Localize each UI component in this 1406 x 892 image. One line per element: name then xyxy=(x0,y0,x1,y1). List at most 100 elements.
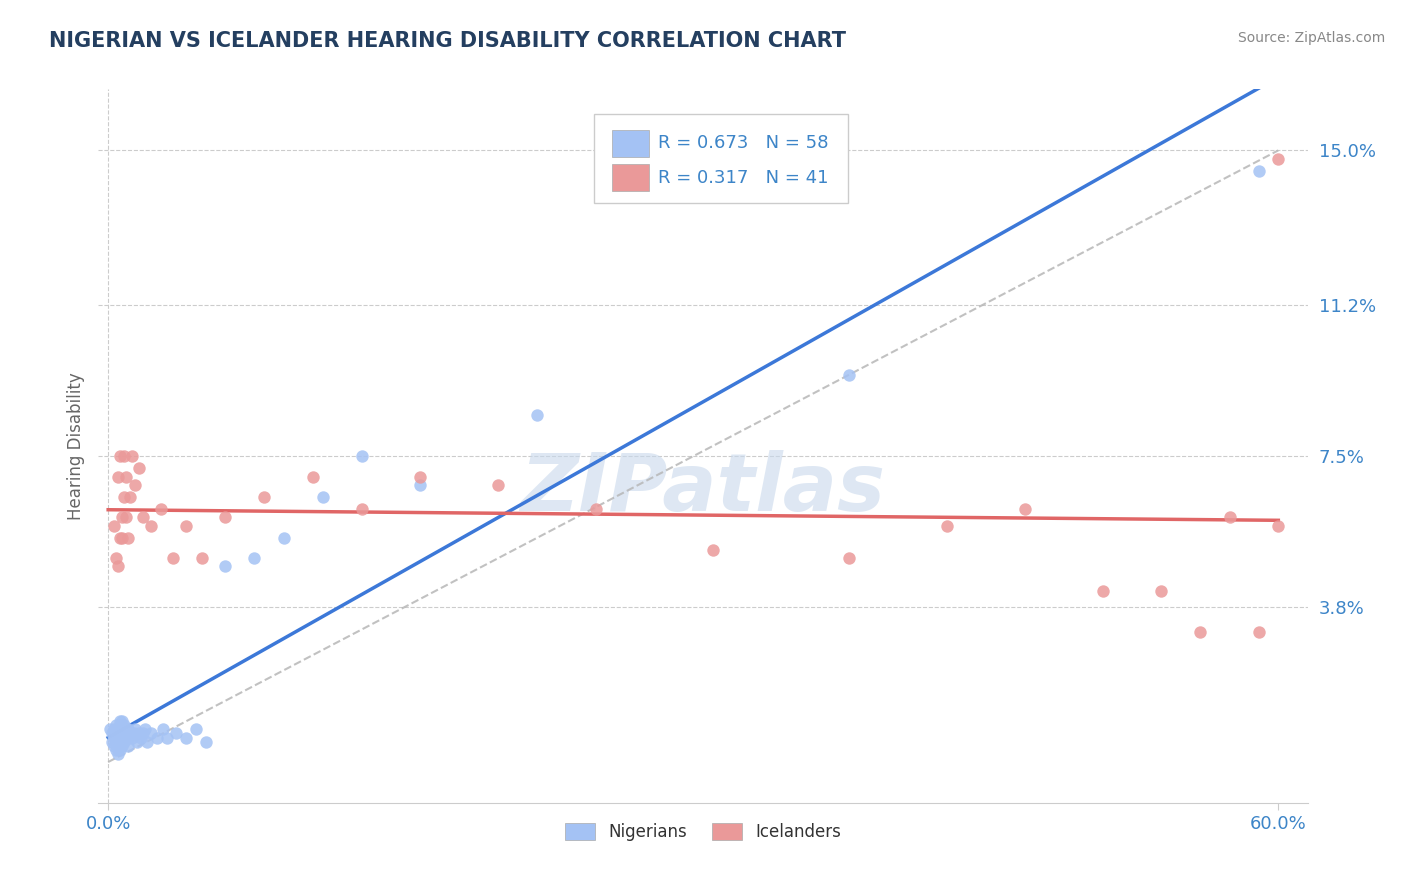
Text: R = 0.673   N = 58: R = 0.673 N = 58 xyxy=(658,135,828,153)
Point xyxy=(486,477,509,491)
Text: Source: ZipAtlas.com: Source: ZipAtlas.com xyxy=(1237,31,1385,45)
Point xyxy=(108,743,131,757)
Point xyxy=(1247,163,1270,178)
Point xyxy=(1189,624,1212,639)
Point xyxy=(128,461,150,475)
Point xyxy=(312,490,335,504)
Point xyxy=(350,502,373,516)
Point xyxy=(111,531,134,545)
Point xyxy=(526,409,548,423)
Point xyxy=(111,510,134,524)
Point xyxy=(111,723,134,737)
Point xyxy=(132,510,155,524)
Point xyxy=(108,531,131,545)
Point xyxy=(146,731,169,745)
Point xyxy=(104,551,127,566)
Point xyxy=(104,718,127,732)
Point xyxy=(128,726,150,740)
Text: NIGERIAN VS ICELANDER HEARING DISABILITY CORRELATION CHART: NIGERIAN VS ICELANDER HEARING DISABILITY… xyxy=(49,31,846,51)
Point xyxy=(101,726,124,740)
Point xyxy=(214,559,236,574)
Point xyxy=(1247,624,1270,639)
Point xyxy=(108,734,131,748)
Point xyxy=(117,723,139,737)
Point xyxy=(1267,518,1289,533)
Text: ZIPatlas: ZIPatlas xyxy=(520,450,886,528)
Point xyxy=(1014,502,1036,516)
Point xyxy=(1219,510,1241,524)
Point xyxy=(139,726,162,740)
Point xyxy=(101,734,124,748)
Point xyxy=(104,726,127,740)
Point xyxy=(121,449,143,463)
Point xyxy=(273,531,295,545)
Point xyxy=(162,551,184,566)
Point xyxy=(152,723,174,737)
Point xyxy=(122,726,145,740)
Point xyxy=(98,723,121,737)
Point xyxy=(107,731,129,745)
FancyBboxPatch shape xyxy=(595,114,848,203)
Point xyxy=(117,739,139,753)
Point xyxy=(191,551,214,566)
Point xyxy=(114,723,136,737)
Point xyxy=(253,490,276,504)
Legend: Nigerians, Icelanders: Nigerians, Icelanders xyxy=(558,816,848,848)
Text: R = 0.317   N = 41: R = 0.317 N = 41 xyxy=(658,169,828,186)
Point xyxy=(111,714,134,729)
Point xyxy=(1267,152,1289,166)
Point xyxy=(107,469,129,483)
Point xyxy=(409,477,432,491)
Point xyxy=(114,731,136,745)
Point xyxy=(112,490,135,504)
Point xyxy=(107,747,129,761)
Point xyxy=(107,723,129,737)
Point xyxy=(838,551,860,566)
Point xyxy=(409,469,432,483)
Point xyxy=(117,731,139,745)
Point xyxy=(103,739,125,753)
Point xyxy=(243,551,266,566)
Point xyxy=(124,477,146,491)
Point xyxy=(108,718,131,732)
Point xyxy=(156,731,179,745)
Point xyxy=(104,734,127,748)
Point xyxy=(585,502,607,516)
Point xyxy=(117,531,139,545)
Point xyxy=(174,731,197,745)
Point xyxy=(108,714,131,729)
Point xyxy=(935,518,957,533)
Point xyxy=(139,518,162,533)
Y-axis label: Hearing Disability: Hearing Disability xyxy=(66,372,84,520)
Point xyxy=(107,559,129,574)
Point xyxy=(107,739,129,753)
Point xyxy=(114,469,136,483)
Point xyxy=(108,726,131,740)
Point xyxy=(838,368,860,382)
Point xyxy=(214,510,236,524)
Point xyxy=(165,726,187,740)
Point xyxy=(114,510,136,524)
Point xyxy=(302,469,325,483)
Point xyxy=(132,726,155,740)
Point xyxy=(108,449,131,463)
Point xyxy=(104,743,127,757)
Point xyxy=(103,731,125,745)
Point xyxy=(702,543,724,558)
Point xyxy=(112,718,135,732)
Point xyxy=(131,731,153,745)
Point xyxy=(112,726,135,740)
Point xyxy=(1091,583,1114,598)
Point xyxy=(194,734,217,748)
Point xyxy=(103,518,125,533)
Point xyxy=(1150,583,1173,598)
Point xyxy=(350,449,373,463)
Point xyxy=(111,739,134,753)
Point xyxy=(184,723,207,737)
Point xyxy=(174,518,197,533)
Point xyxy=(121,731,143,745)
Point xyxy=(112,449,135,463)
Point xyxy=(118,490,141,504)
FancyBboxPatch shape xyxy=(613,164,648,191)
Point xyxy=(124,723,146,737)
